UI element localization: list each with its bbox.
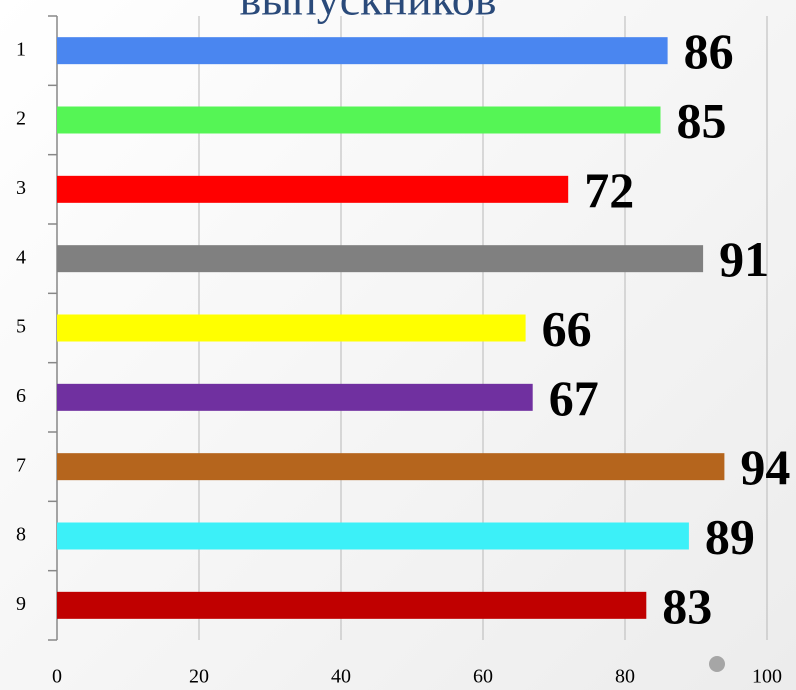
bar — [57, 383, 533, 411]
x-tick-label: 100 — [752, 666, 782, 688]
data-label: 66 — [542, 300, 592, 356]
data-label: 89 — [705, 508, 755, 564]
data-label: 94 — [740, 439, 790, 495]
y-tick-label: 3 — [16, 177, 26, 199]
bar — [57, 591, 647, 619]
bar — [57, 314, 526, 342]
data-label: 72 — [584, 162, 634, 218]
y-tick-label: 7 — [16, 454, 26, 476]
bar — [57, 37, 668, 65]
bar — [57, 453, 725, 481]
bar — [57, 106, 661, 134]
y-tick-label: 4 — [16, 246, 26, 268]
data-label: 86 — [684, 23, 734, 79]
x-tick-label: 20 — [189, 666, 209, 688]
data-label: 83 — [662, 578, 712, 634]
bar — [57, 245, 704, 273]
data-label: 85 — [677, 92, 727, 148]
y-tick-label: 5 — [16, 316, 26, 338]
x-tick-label: 80 — [615, 666, 635, 688]
chart-title: выпускников — [240, 0, 497, 25]
decoration-dot — [709, 656, 725, 672]
y-tick-label: 6 — [16, 385, 26, 407]
y-tick-label: 9 — [16, 593, 26, 615]
y-tick-label: 2 — [16, 108, 26, 130]
data-label: 91 — [719, 231, 769, 287]
y-tick-label: 1 — [16, 38, 26, 60]
bar — [57, 175, 569, 203]
x-tick-label: 0 — [52, 666, 62, 688]
x-tick-label: 60 — [473, 666, 493, 688]
y-tick-label: 8 — [16, 524, 26, 546]
data-label: 67 — [549, 370, 599, 426]
bar — [57, 522, 689, 550]
x-tick-label: 40 — [331, 666, 351, 688]
